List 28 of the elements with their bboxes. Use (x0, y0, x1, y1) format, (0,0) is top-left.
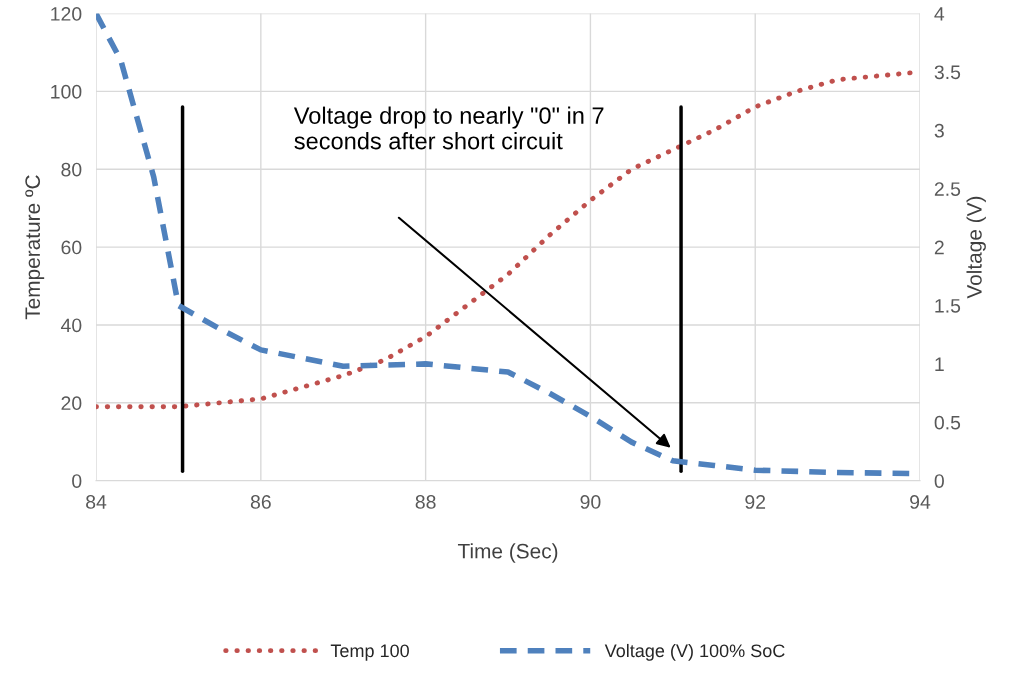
y2-tick-label: 4 (934, 7, 945, 21)
x-tick-label: 90 (580, 495, 601, 509)
y-tick-label: 40 (60, 318, 82, 333)
x-tick-label: 86 (250, 495, 271, 509)
y-tick-label: 120 (51, 7, 82, 21)
x-tick-label: 94 (910, 495, 931, 509)
y2-tick-label: 0.5 (934, 415, 961, 430)
x-axis-title: Time (Sec) (457, 543, 558, 563)
y-tick-label: 0 (72, 474, 82, 488)
legend-label: Temp 100 (330, 644, 409, 661)
y2-tick-label: 2 (934, 240, 944, 255)
y2-tick-label: 1.5 (935, 299, 961, 313)
x-tick-label: 92 (745, 495, 766, 509)
legend-label: Voltage (V) 100% SoC (604, 643, 785, 661)
y-tick-label: 60 (61, 240, 82, 255)
x-tick-label: 88 (415, 495, 436, 509)
y-tick-label: 80 (61, 162, 82, 177)
y2-tick-label: 0 (934, 474, 944, 488)
y2-tick-label: 2.5 (934, 182, 961, 196)
y-tick-label: 100 (51, 84, 82, 99)
x-tick-label: 84 (86, 495, 107, 509)
annotation: Voltage drop to nearly "0" in 7 seconds after short circuit (293, 106, 604, 150)
y2-tick-label: 3.5 (934, 65, 961, 80)
y2-tick-label: 1 (935, 357, 944, 371)
y2-axis-title: Voltage (V) (966, 196, 986, 299)
y-tick-label: 20 (61, 396, 82, 411)
y2-tick-label: 3 (934, 123, 944, 138)
y-axis-title: Temperature ºC (25, 175, 45, 320)
